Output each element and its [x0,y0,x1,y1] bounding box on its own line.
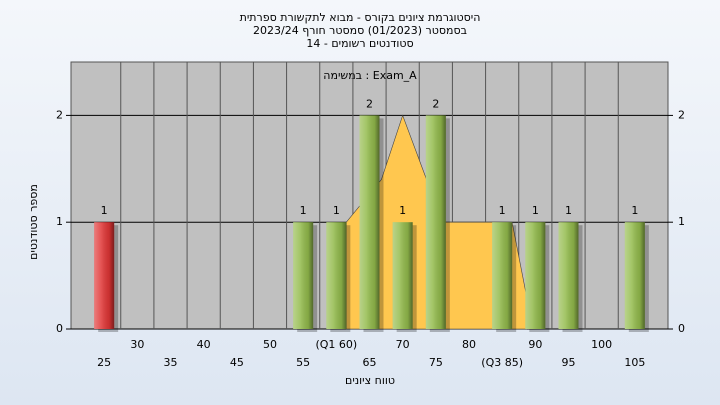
y2-tick-label: 0 [678,322,685,335]
data-label: 1 [565,204,572,217]
x-tick-label: 80 [462,338,476,351]
y-tick-label: 2 [56,108,63,121]
data-label: 1 [399,204,406,217]
data-label: 1 [532,204,539,217]
data-label: 1 [631,204,638,217]
bar-shade [392,222,413,329]
chart-subtitle: בסמסטר (01/2023) סמסטר חורף 2023/24 [253,24,467,37]
data-label: 2 [432,97,439,110]
x-tick-label: 100 [591,338,612,351]
bar-shade [624,222,645,329]
x-tick-label: 65 [363,356,377,369]
x-tick-label: (Q3 85) [481,356,523,369]
chart-title: היסטוגרמת ציונים בקורס - מבוא לתקשורת ספ… [240,11,481,24]
data-label: 1 [499,204,506,217]
x-tick-label: 70 [396,338,410,351]
x-tick-label: 95 [562,356,576,369]
x-tick-label: 30 [130,338,144,351]
x-tick-label: 45 [230,356,244,369]
data-label: 1 [101,204,108,217]
y-tick-label: 0 [56,322,63,335]
x-tick-label: 55 [296,356,310,369]
data-label: 1 [333,204,340,217]
x-tick-label: 40 [197,338,211,351]
y2-tick-label: 2 [678,108,685,121]
x-tick-label: 105 [624,356,645,369]
chart-subtitle: סטודנטים רשומים - 14 [306,37,413,50]
x-tick-label: 75 [429,356,443,369]
y-tick-label: 1 [56,215,63,228]
bar-shade [525,222,546,329]
x-tick-label: 35 [164,356,178,369]
annotation: במשימה : Exam_A [323,69,417,82]
bar-shade [359,115,380,330]
x-tick-label: 25 [97,356,111,369]
x-tick-label: 50 [263,338,277,351]
data-label: 1 [300,204,307,217]
bar-shade [558,222,579,329]
bar-shade [492,222,513,329]
bar-shade [293,222,314,329]
bar-shade [326,222,347,329]
bar-shade [94,222,115,329]
y-axis-label: מספר סטודנטים [27,184,40,260]
data-label: 2 [366,97,373,110]
y2-tick-label: 1 [678,215,685,228]
x-axis-label: טווח ציונים [345,374,395,387]
x-tick-label: (Q1 60) [315,338,357,351]
x-tick-label: 90 [528,338,542,351]
bar-shade [425,115,446,330]
